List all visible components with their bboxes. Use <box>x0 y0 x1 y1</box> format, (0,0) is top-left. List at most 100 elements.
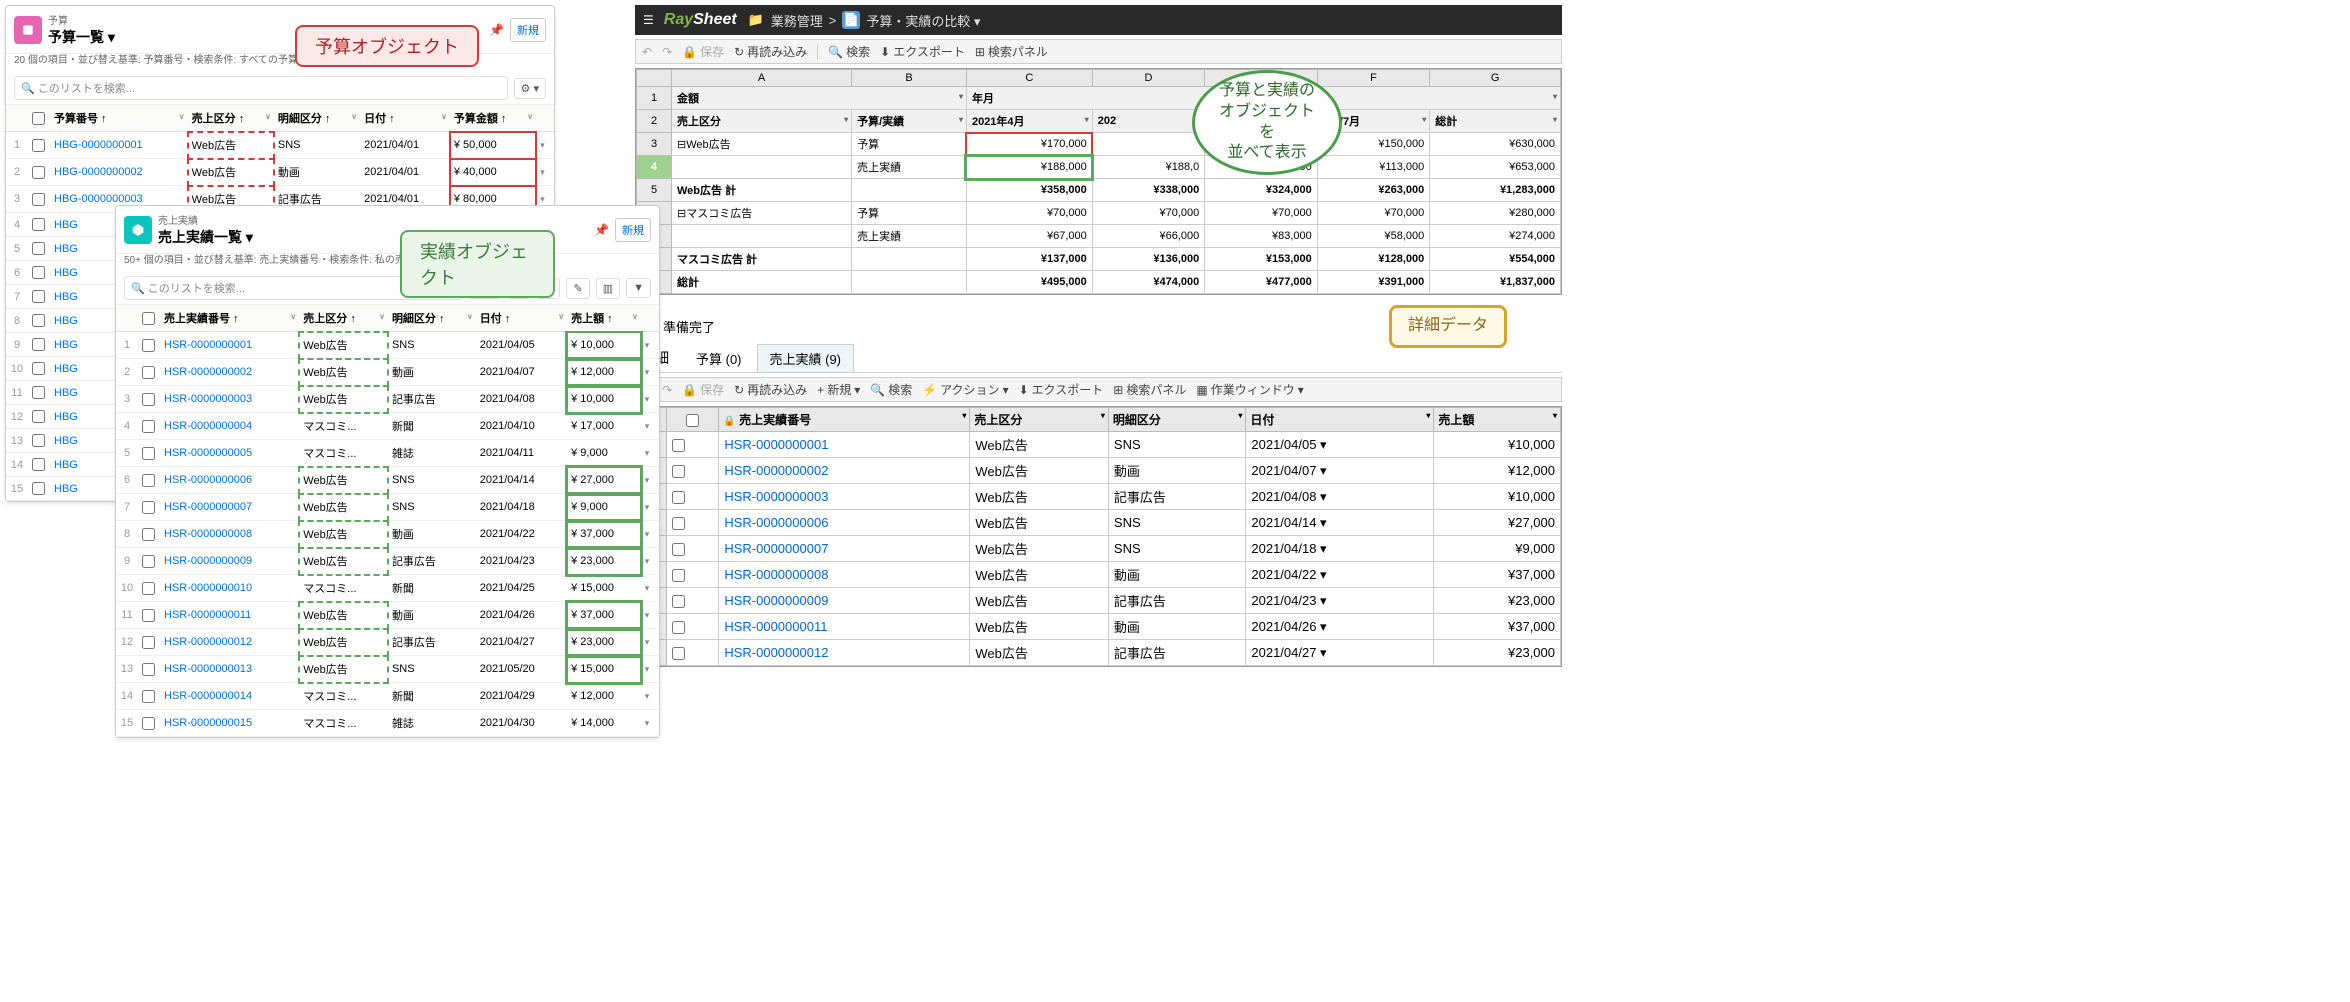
table-row[interactable]: 15HSR-0000000015マスコミ...雑誌2021/04/30¥ 14,… <box>116 710 659 737</box>
col-header[interactable]: C <box>966 70 1092 87</box>
save-button[interactable]: 🔒 保存 <box>682 43 724 60</box>
row-checkbox[interactable] <box>32 193 45 206</box>
tab-budget[interactable]: 予算 (0) <box>683 344 755 372</box>
row-menu[interactable]: ▾ <box>641 629 659 656</box>
row-menu[interactable]: ▾ <box>641 710 659 737</box>
row-menu[interactable]: ▾ <box>641 386 659 413</box>
col-header[interactable]: D <box>1092 70 1205 87</box>
row-menu[interactable]: ▾ <box>641 440 659 467</box>
table-row[interactable]: 8HSR-0000000008Web広告動画2021/04/22¥ 37,000… <box>116 521 659 548</box>
row-checkbox[interactable] <box>32 386 45 399</box>
record-link[interactable]: HBG <box>54 459 78 471</box>
column-header[interactable]: 売上区分 ↑ <box>299 305 388 332</box>
record-link[interactable]: HBG <box>54 435 78 447</box>
pin-icon[interactable]: 📌 <box>489 23 504 37</box>
record-link[interactable]: HSR-0000000012 <box>724 645 828 660</box>
save-button[interactable]: 🔒 保存 <box>682 381 724 398</box>
record-link[interactable]: HSR-0000000005 <box>164 447 252 459</box>
row-checkbox[interactable] <box>672 543 685 556</box>
tab-actual[interactable]: 売上実績 (9) <box>757 344 855 372</box>
table-row[interactable]: 14HSR-0000000014マスコミ...新聞2021/04/29¥ 12,… <box>116 683 659 710</box>
new-button[interactable]: 新規 <box>615 218 651 242</box>
record-link[interactable]: HBG <box>54 339 78 351</box>
column-header[interactable]: 売上実績番号 ↑ <box>160 305 299 332</box>
record-link[interactable]: HSR-0000000002 <box>724 463 828 478</box>
row-checkbox[interactable] <box>142 717 155 730</box>
column-header[interactable]: 明細区分 <box>1108 408 1245 432</box>
table-row[interactable]: 2HBG-0000000002Web広告動画2021/04/01¥ 40,000… <box>6 159 554 186</box>
record-link[interactable]: HSR-0000000004 <box>164 420 252 432</box>
row-menu[interactable]: ▾ <box>536 132 554 159</box>
table-row[interactable]: 10HSR-0000000010マスコミ...新聞2021/04/25¥ 15,… <box>116 575 659 602</box>
pin-icon[interactable]: 📌 <box>594 223 609 237</box>
record-link[interactable]: HBG-0000000003 <box>54 193 143 205</box>
table-row[interactable]: 3HSR-0000000003Web広告記事広告2021/04/08¥ 10,0… <box>116 386 659 413</box>
workwindow-button[interactable]: ▦ 作業ウィンドウ ▾ <box>1196 381 1303 398</box>
row-checkbox[interactable] <box>142 501 155 514</box>
row-checkbox[interactable] <box>32 314 45 327</box>
row-checkbox[interactable] <box>672 439 685 452</box>
record-link[interactable]: HBG <box>54 267 78 279</box>
record-link[interactable]: HSR-0000000008 <box>164 528 252 540</box>
row-menu[interactable]: ▾ <box>641 521 659 548</box>
row-checkbox[interactable] <box>142 663 155 676</box>
record-link[interactable]: HSR-0000000014 <box>164 690 252 702</box>
column-header[interactable]: 売上額 <box>1434 408 1561 432</box>
detail-grid[interactable]: 🔒 売上実績番号売上区分明細区分日付売上額1HSR-0000000001Web広… <box>635 406 1562 667</box>
col-header[interactable]: A <box>672 70 852 87</box>
table-row[interactable]: 7HSR-0000000007Web広告SNS2021/04/18¥ 9,000… <box>116 494 659 521</box>
table-row[interactable]: 5HSR-0000000005マスコミ...雑誌2021/04/11¥ 9,00… <box>116 440 659 467</box>
search-button[interactable]: 🔍 検索 <box>870 381 912 398</box>
row-checkbox[interactable] <box>32 166 45 179</box>
column-header[interactable]: 明細区分 ↑ <box>388 305 476 332</box>
pivot-grid[interactable]: ABCDEFG1金額年月2売上区分予算/実績2021年4月2021年/7月総計3… <box>635 68 1562 295</box>
record-link[interactable]: HSR-0000000012 <box>164 636 252 648</box>
row-checkbox[interactable] <box>32 290 45 303</box>
filter-icon[interactable]: ▼ <box>626 278 651 298</box>
settings-icon[interactable]: ⚙ ▾ <box>514 78 546 99</box>
col-header[interactable] <box>637 70 672 87</box>
column-header[interactable]: 日付 ↑ <box>476 305 567 332</box>
row-checkbox[interactable] <box>672 621 685 634</box>
record-link[interactable]: HBG-0000000002 <box>54 166 143 178</box>
row-checkbox[interactable] <box>142 555 155 568</box>
col-header[interactable]: F <box>1317 70 1430 87</box>
table-row[interactable]: 1HSR-0000000001Web広告SNS2021/04/05 ▾¥10,0… <box>637 432 1561 458</box>
record-link[interactable]: HSR-0000000015 <box>164 717 252 729</box>
record-link[interactable]: HBG <box>54 291 78 303</box>
row-menu[interactable]: ▾ <box>641 494 659 521</box>
table-row[interactable]: 2HSR-0000000002Web広告動画2021/04/07 ▾¥12,00… <box>637 458 1561 484</box>
row-checkbox[interactable] <box>32 410 45 423</box>
row-menu[interactable]: ▾ <box>641 575 659 602</box>
row-menu[interactable]: ▾ <box>641 359 659 386</box>
table-row[interactable]: 8HSR-0000000011Web広告動画2021/04/26 ▾¥37,00… <box>637 614 1561 640</box>
record-link[interactable]: HSR-0000000003 <box>724 489 828 504</box>
record-link[interactable]: HSR-0000000006 <box>164 474 252 486</box>
table-row[interactable]: 6HSR-0000000008Web広告動画2021/04/22 ▾¥37,00… <box>637 562 1561 588</box>
row-checkbox[interactable] <box>32 218 45 231</box>
row-checkbox[interactable] <box>142 339 155 352</box>
record-link[interactable]: HBG <box>54 387 78 399</box>
column-header[interactable]: 日付 ↑ <box>360 105 450 132</box>
export-button[interactable]: ⬇ エクスポート <box>1019 381 1104 398</box>
table-row[interactable]: 7HSR-0000000009Web広告記事広告2021/04/23 ▾¥23,… <box>637 588 1561 614</box>
chart-icon[interactable]: ▥ <box>596 278 620 299</box>
redo-button[interactable]: ↷ <box>662 383 672 397</box>
record-link[interactable]: HBG <box>54 219 78 231</box>
record-link[interactable]: HSR-0000000009 <box>164 555 252 567</box>
row-checkbox[interactable] <box>142 366 155 379</box>
row-checkbox[interactable] <box>142 528 155 541</box>
row-menu[interactable]: ▾ <box>641 602 659 629</box>
record-link[interactable]: HSR-0000000010 <box>164 582 252 594</box>
row-checkbox[interactable] <box>672 491 685 504</box>
select-all-checkbox[interactable] <box>142 312 155 325</box>
search-button[interactable]: 🔍 検索 <box>828 43 870 60</box>
row-checkbox[interactable] <box>32 482 45 495</box>
record-link[interactable]: HSR-0000000011 <box>164 609 251 621</box>
row-menu[interactable]: ▾ <box>536 159 554 186</box>
table-row[interactable]: 4HSR-0000000006Web広告SNS2021/04/14 ▾¥27,0… <box>637 510 1561 536</box>
select-all-checkbox[interactable] <box>686 414 699 427</box>
budget-search-input[interactable]: 🔍 このリストを検索... <box>14 76 508 100</box>
record-link[interactable]: HSR-0000000006 <box>724 515 828 530</box>
record-link[interactable]: HSR-0000000003 <box>164 393 252 405</box>
